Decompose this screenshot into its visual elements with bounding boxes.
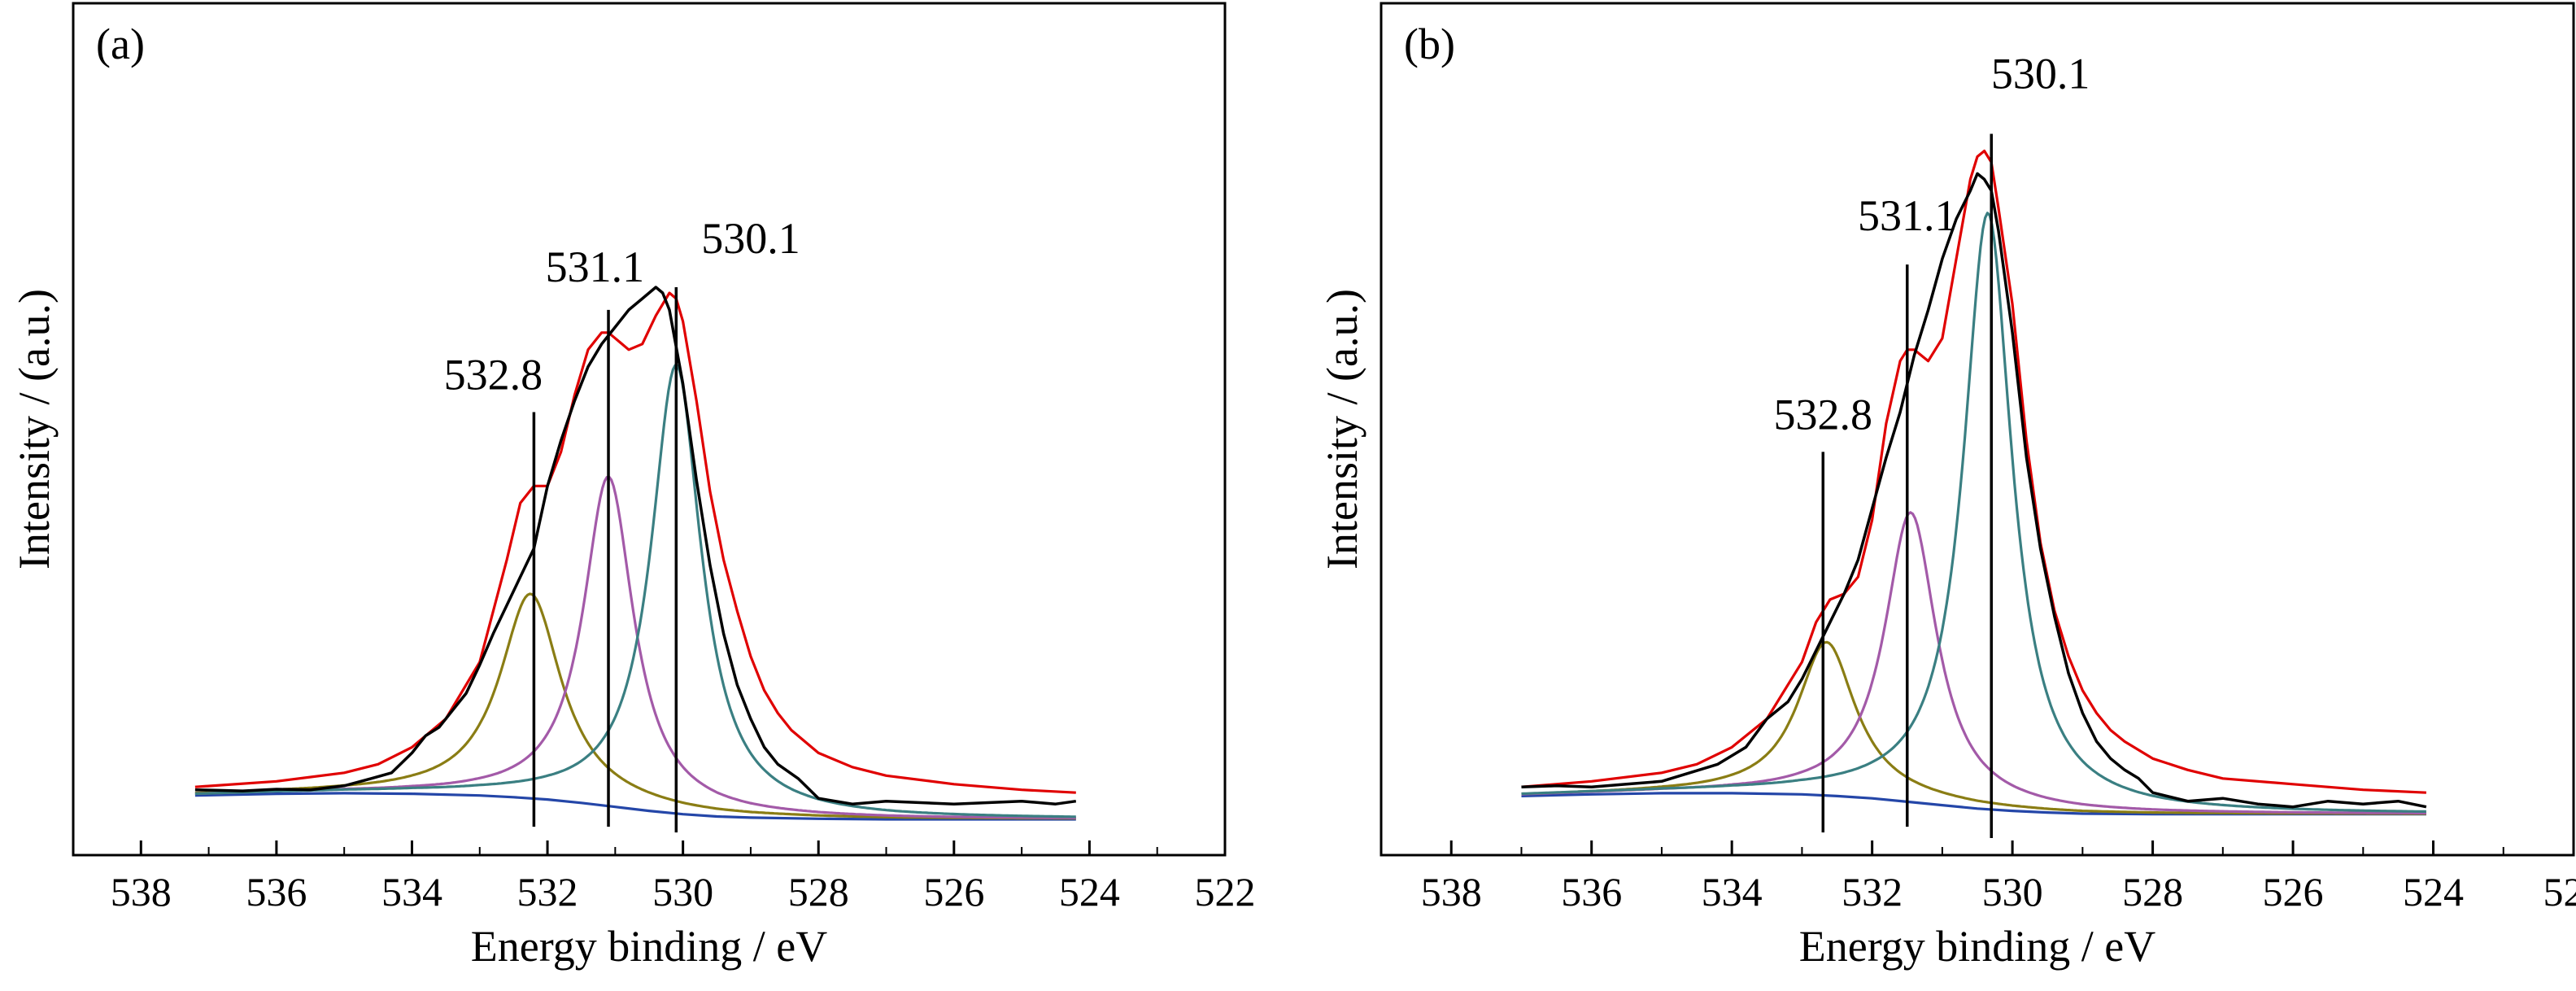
x-tick-label: 524	[2403, 869, 2464, 915]
peak-marker-label: 531.1	[1858, 191, 1957, 240]
x-axis-label: Energy binding / eV	[471, 922, 827, 971]
series-line-fit	[1521, 212, 2426, 814]
x-tick-label: 526	[923, 869, 984, 915]
x-tick-label: 534	[381, 869, 442, 915]
panel-label: (a)	[96, 20, 145, 68]
peak-marker-label: 532.8	[444, 351, 543, 399]
x-tick-label: 530	[1982, 869, 2043, 915]
series-line-fit	[194, 364, 1076, 819]
series-line-background	[194, 792, 1076, 821]
peak-marker-label: 531.1	[546, 242, 645, 291]
plot-frame	[72, 2, 1227, 857]
plot-frame	[1380, 2, 2575, 857]
series-line-envelope	[1521, 149, 2426, 794]
x-tick-label: 536	[1561, 869, 1622, 915]
x-tick-label: 532	[517, 869, 578, 915]
panel-b: 538 536 534 532 530 528 526 524 522 Energy bindin…	[1318, 2, 2576, 971]
y-axis-label: Intensity / (a.u.)	[10, 289, 59, 570]
peak-marker-label: 532.8	[1774, 391, 1873, 439]
x-tick-label: 532	[1842, 869, 1903, 915]
x-tick-label: 538	[1421, 869, 1482, 915]
panel-a: 538 536 534 532 530 528 526 524 522 Energy bindin…	[10, 2, 1256, 971]
x-tick-label: 528	[788, 869, 849, 915]
x-tick-label: 536	[246, 869, 307, 915]
panel-label: (b)	[1404, 20, 1455, 68]
x-tick-label: 538	[111, 869, 172, 915]
series-line-envelope	[194, 291, 1076, 794]
x-tick-label: 522	[1195, 869, 1256, 915]
peak-marker-label: 530.1	[701, 214, 800, 263]
peak-marker-label: 530.1	[1991, 50, 2090, 98]
x-tick-label: 534	[1702, 869, 1763, 915]
series-line-fit	[1521, 511, 2426, 815]
x-tick-label: 526	[2263, 869, 2324, 915]
series-line-experimental	[1521, 172, 2427, 809]
x-tick-label: 524	[1059, 869, 1120, 915]
series-line-experimental	[194, 286, 1077, 805]
y-axis-label: Intensity / (a.u.)	[1318, 289, 1366, 570]
x-tick-label: 522	[2543, 869, 2576, 915]
x-axis-label: Energy binding / eV	[1799, 922, 2155, 971]
x-tick-label: 530	[652, 869, 713, 915]
x-tick-label: 528	[2122, 869, 2183, 915]
